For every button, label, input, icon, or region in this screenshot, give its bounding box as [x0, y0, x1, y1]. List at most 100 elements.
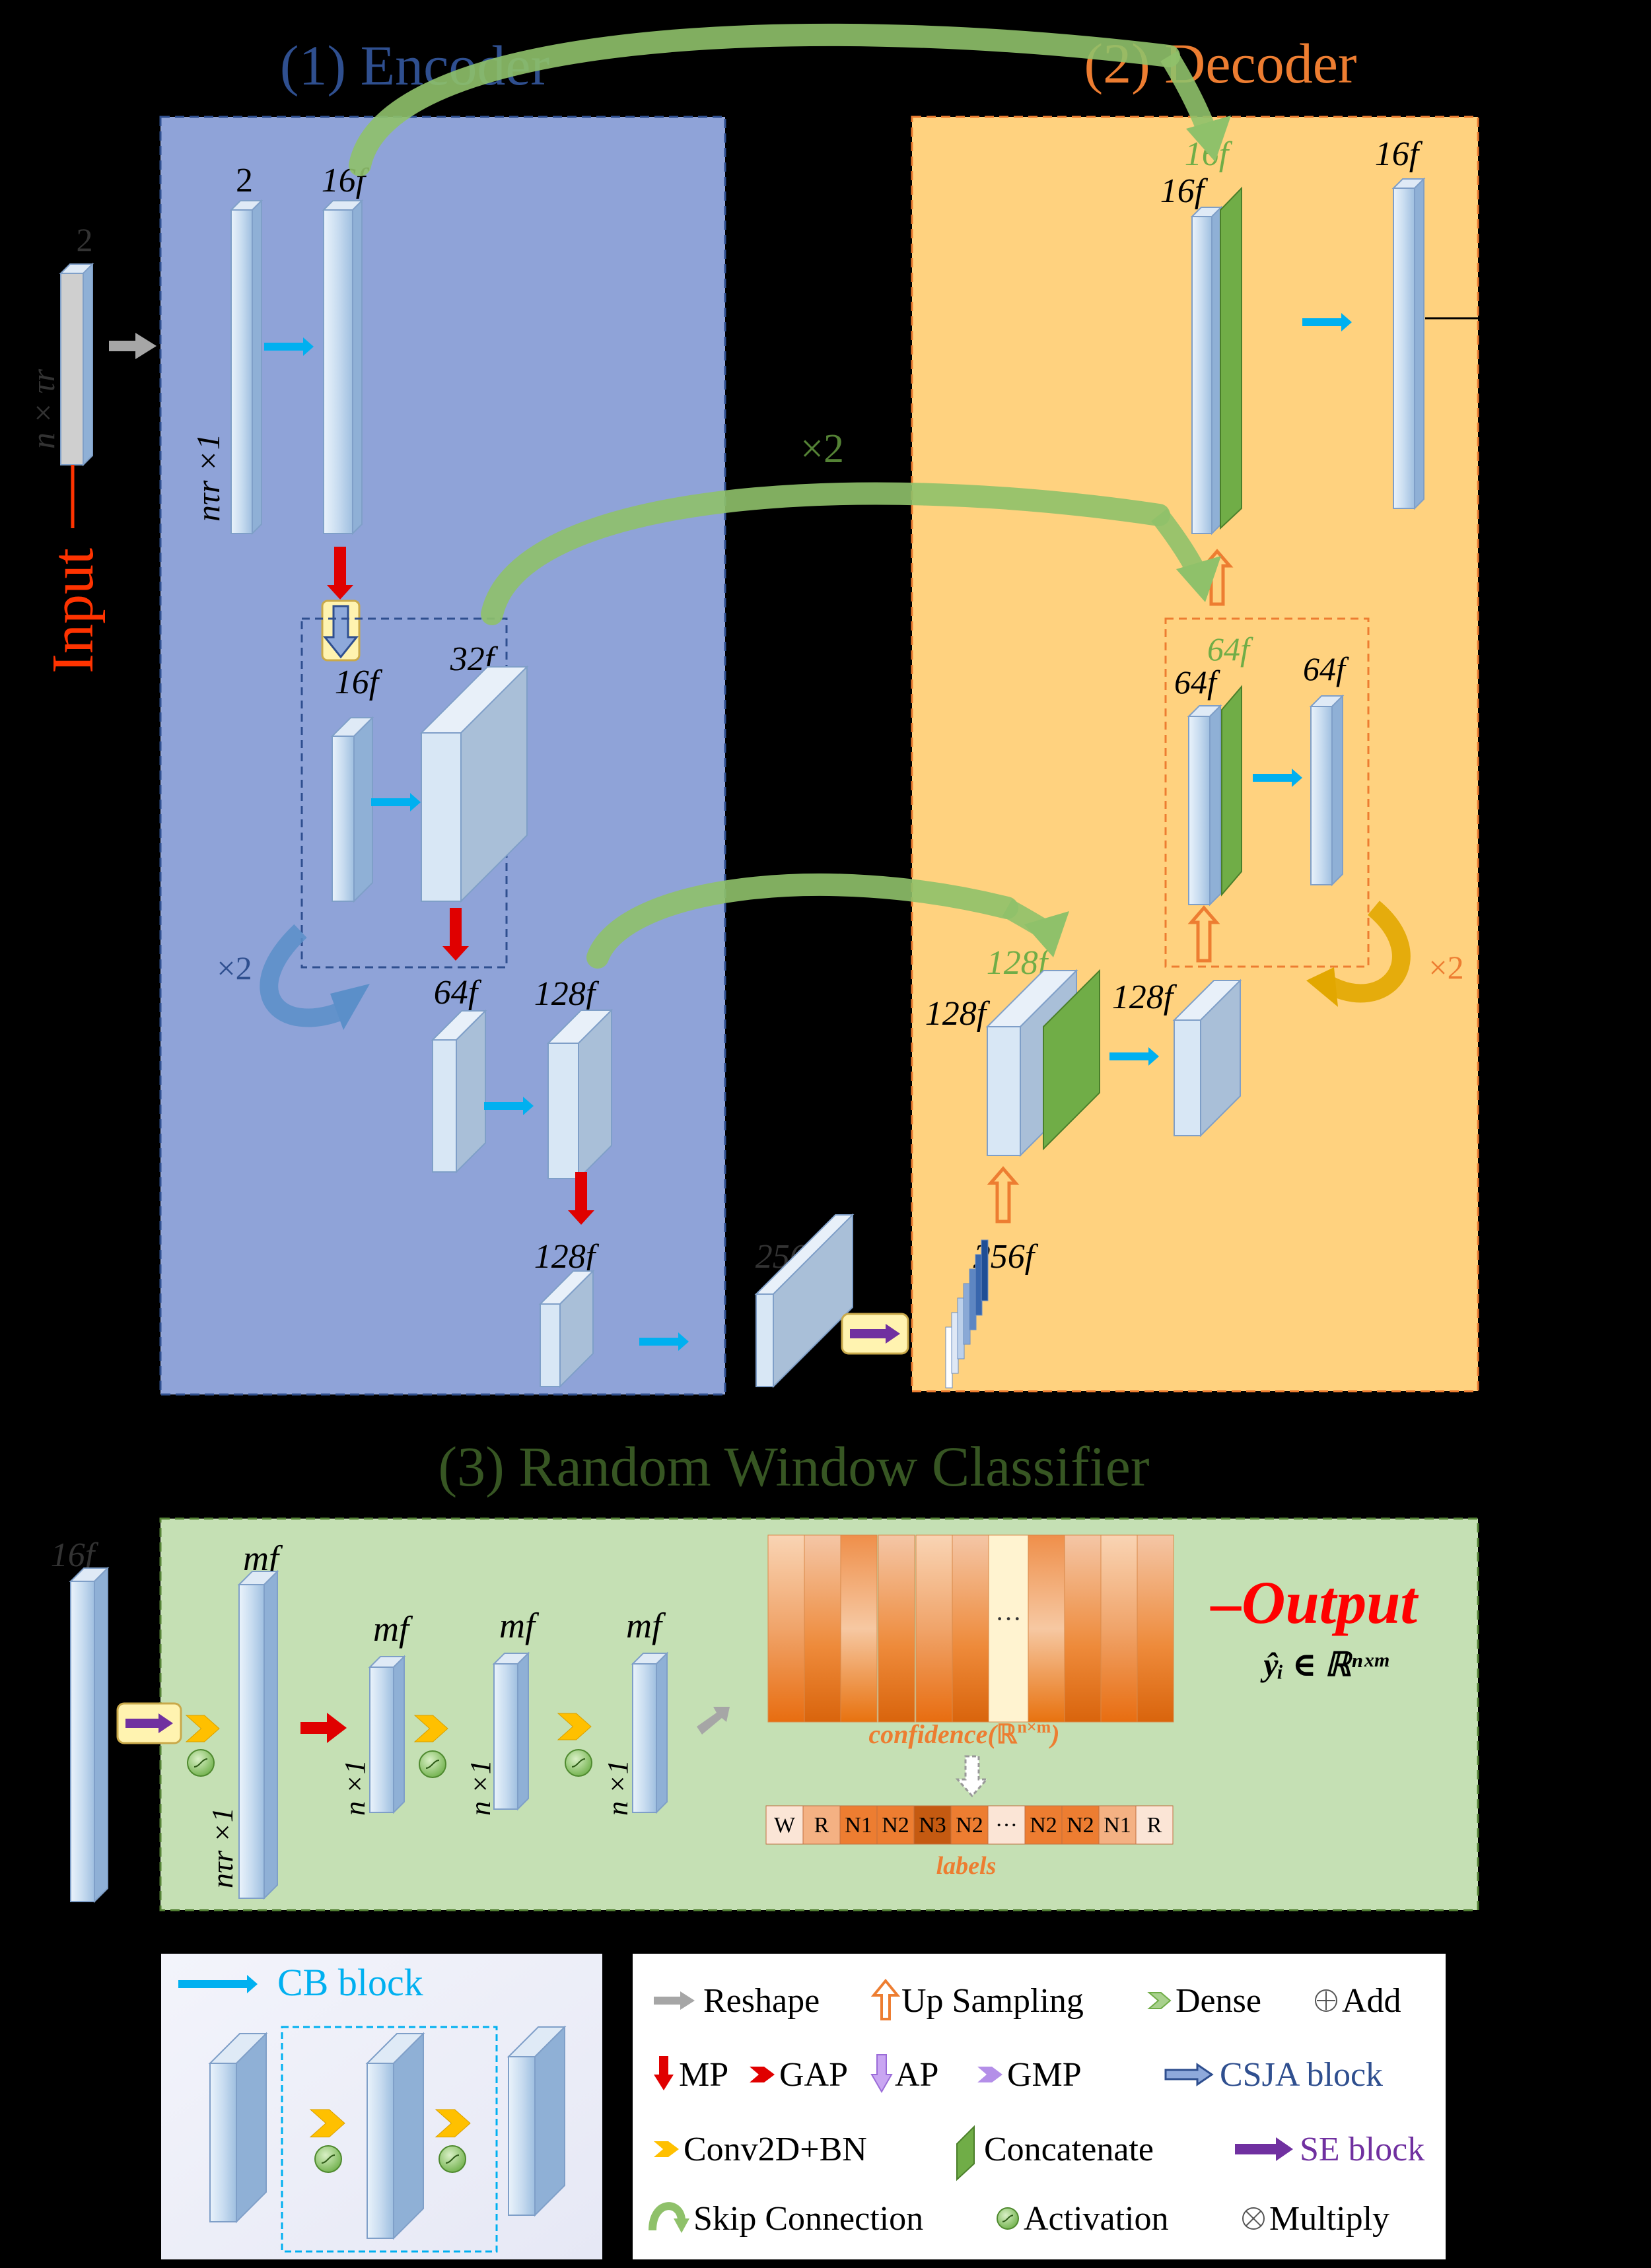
label-cell-text: N2: [1067, 1813, 1094, 1838]
mp-arrow-enc-3: [568, 1172, 594, 1225]
classifier-title: (3) Random Window Classifier: [439, 1435, 1150, 1498]
encoder-l4-channels: 128f: [534, 1238, 600, 1276]
up-sampling-arrow-2: [1187, 905, 1220, 963]
skip-arc: [586, 874, 1018, 969]
label-cell: [913, 1805, 952, 1845]
legend-label-concat: Concatenate: [984, 2131, 1154, 2168]
classifier-b3-shape: n ×1: [464, 1760, 497, 1816]
label-cell-text: ···: [995, 1813, 1018, 1838]
encoder-layer-3b: [546, 1008, 614, 1181]
block-front: [547, 1043, 579, 1179]
cb-arrow-enc-2: [371, 793, 421, 811]
block-side: [1209, 704, 1221, 907]
block-front: [1174, 1019, 1201, 1136]
confidence-sup: n×m: [1017, 1717, 1051, 1736]
label-cell-text: N3: [919, 1813, 946, 1838]
dense-icon: [1147, 1992, 1172, 2009]
cb-arrow-enc-3: [484, 1097, 534, 1115]
decoder-out1-channels: 16f: [1375, 135, 1423, 173]
block-front: [421, 732, 462, 902]
cb-conv-icon-2: [435, 2109, 471, 2138]
cb-activation-icon-2: [439, 2145, 466, 2173]
cb-panel-dashed-box: [281, 2026, 498, 2253]
label-cell: [802, 1805, 841, 1845]
cb-panel-block-in: [208, 2032, 268, 2224]
activation-curve: [571, 1758, 586, 1768]
decoder-out-layer-2: [1309, 694, 1345, 887]
decoder-up1-channels: 16f: [1160, 172, 1209, 210]
up-sampling-arrow-3: [987, 1166, 1020, 1223]
skip-icon-head: [674, 2218, 689, 2233]
conv-icon-c3: [557, 1713, 592, 1740]
cb-panel-block-mid: [365, 2032, 425, 2240]
se-block-classifier: [116, 1702, 182, 1744]
classifier-b1-shape: nτr ×1: [205, 1807, 239, 1888]
confidence-ellipsis: ···: [995, 1604, 1022, 1633]
input-block: [59, 262, 94, 467]
block-side: [1414, 177, 1424, 510]
block-side: [352, 199, 363, 535]
label-cell: [1024, 1805, 1063, 1845]
add-plus: [1317, 1991, 1335, 2010]
encoder-repeat: ×2: [217, 949, 252, 986]
mp-icon: [654, 2056, 674, 2090]
skip-connection-low: [586, 874, 1069, 969]
label-cell-text: N2: [882, 1813, 909, 1838]
add-icon: [1315, 1989, 1337, 2012]
cb-arrow-legend: [178, 1975, 258, 1993]
block-side: [393, 2032, 424, 2240]
confidence-column: [1064, 1534, 1102, 1723]
label-cell-text: N2: [956, 1813, 983, 1838]
encoder-layer-2: [322, 199, 364, 535]
label-cell: [876, 1805, 915, 1845]
block-side: [236, 2032, 267, 2224]
legend-label-skip: Skip Connection: [693, 2200, 923, 2238]
csja-in-channels: 16f: [335, 664, 383, 701]
conv-icon-c1: [185, 1715, 220, 1742]
decoder-skip-mid: 64f: [1207, 631, 1253, 668]
legend-label-gap: GAP: [779, 2056, 848, 2094]
classifier-b2-channels: mf: [373, 1609, 413, 1649]
block-side: [393, 1655, 405, 1814]
confidence-column: [878, 1534, 915, 1723]
block-front: [1393, 188, 1415, 509]
block-side: [252, 199, 262, 535]
legend-label-add: Add: [1342, 1982, 1401, 2020]
block-front: [332, 736, 355, 902]
confidence-column: [988, 1534, 1029, 1723]
skip-icon: [649, 2202, 689, 2233]
activation-legend-icon: [997, 2207, 1019, 2230]
skip-arrowhead: [1024, 911, 1069, 957]
up-sampling-icon: [870, 1978, 901, 2020]
encoder-l3-channels: 64f: [434, 974, 482, 1012]
skip-icon-arc: [649, 2202, 685, 2231]
skip-arc: [481, 482, 1170, 625]
decoder-repeat: ×2: [1428, 949, 1463, 986]
confidence-column: [1028, 1534, 1065, 1723]
activation-icon-c1: [187, 1749, 215, 1777]
legend-label-mp: MP: [679, 2056, 728, 2094]
block-front: [369, 1667, 394, 1813]
block-front: [230, 209, 253, 534]
classifier-b2-shape: n ×1: [339, 1760, 371, 1816]
block-side: [517, 1651, 529, 1811]
labels-arrow: [955, 1755, 989, 1798]
labels-title: labels: [936, 1852, 997, 1880]
mp-arrow-enc-1: [327, 547, 353, 600]
decoder-mid-box: [1164, 617, 1370, 968]
activation-curve: [1002, 2215, 1014, 2222]
block-front: [70, 1581, 95, 1902]
block-side: [1211, 205, 1222, 535]
label-cell-text: W: [774, 1813, 796, 1838]
csja-icon: [1164, 2063, 1214, 2086]
label-cell-text: R: [1147, 1813, 1162, 1838]
confidence-column: [840, 1534, 878, 1723]
label-cell: [1135, 1805, 1174, 1845]
block-front: [508, 2056, 536, 2216]
block-side: [1331, 694, 1343, 887]
activation-icon-c3: [565, 1749, 592, 1777]
legend-label-up-sampling: Up Sampling: [901, 1982, 1084, 2020]
confidence-close: ): [1049, 1719, 1059, 1749]
repeat-arrow-enc: [260, 924, 347, 1027]
block-front: [367, 2063, 394, 2239]
